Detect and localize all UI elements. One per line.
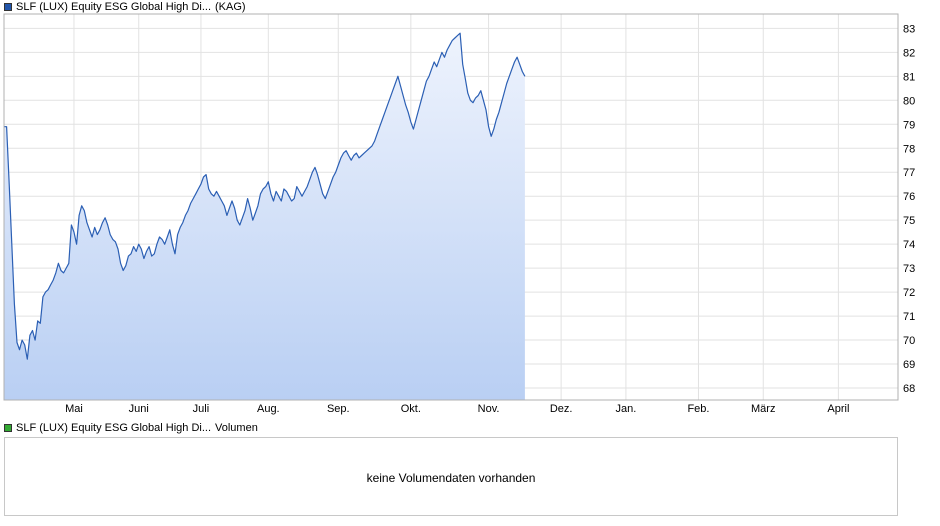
x-tick-label: Nov.: [478, 403, 500, 415]
y-tick-label: 76: [903, 191, 915, 203]
y-tick-label: 69: [903, 359, 915, 371]
y-tick-label: 73: [903, 263, 915, 275]
y-tick-label: 75: [903, 215, 915, 227]
series-area: [4, 33, 525, 400]
no-volume-message: keine Volumendaten vorhanden: [366, 471, 536, 485]
price-legend-swatch: [4, 3, 12, 11]
y-tick-label: 78: [903, 143, 915, 155]
y-tick-label: 83: [903, 23, 915, 35]
y-tick-label: 71: [903, 311, 915, 323]
volume-legend-swatch: [4, 424, 12, 432]
y-tick-label: 77: [903, 167, 915, 179]
x-tick-label: Mai: [65, 403, 83, 415]
x-tick-label: Dez.: [550, 403, 573, 415]
volume-legend-name: SLF (LUX) Equity ESG Global High Di...: [16, 422, 212, 434]
y-tick-label: 81: [903, 71, 915, 83]
volume-legend: SLF (LUX) Equity ESG Global High Di... V…: [4, 421, 258, 435]
y-tick-label: 72: [903, 287, 915, 299]
price-legend: SLF (LUX) Equity ESG Global High Di... (…: [4, 0, 246, 14]
volume-legend-tag: Volumen: [215, 422, 258, 434]
y-tick-label: 79: [903, 119, 915, 131]
y-tick-label: 70: [903, 335, 915, 347]
x-tick-label: Sep.: [327, 403, 350, 415]
x-tick-label: Okt.: [401, 403, 421, 415]
x-tick-label: Aug.: [257, 403, 280, 415]
price-chart: 68 69 70 71 72 73 74 75 76 77 78 79 80 81 82 83 Mai Juni J…: [3, 13, 915, 415]
x-tick-label: April: [827, 403, 849, 415]
x-tick-label: Juli: [193, 403, 210, 415]
y-tick-label: 82: [903, 47, 915, 59]
x-tick-label: Feb.: [687, 403, 709, 415]
price-legend-name: SLF (LUX) Equity ESG Global High Di...: [16, 1, 212, 13]
y-tick-label: 74: [903, 239, 915, 251]
series-line: [4, 32, 526, 360]
plot-border: [3, 13, 899, 401]
x-tick-label: Jan.: [616, 403, 637, 415]
x-tick-label: März: [751, 403, 775, 415]
x-tick-label: Juni: [129, 403, 149, 415]
volume-panel: keine Volumendaten vorhanden: [4, 437, 898, 516]
y-tick-label: 80: [903, 95, 915, 107]
y-tick-label: 68: [903, 383, 915, 395]
price-legend-tag: (KAG): [215, 1, 246, 13]
